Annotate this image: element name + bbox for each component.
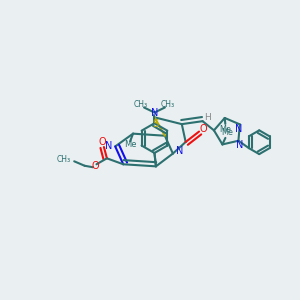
Text: N: N (235, 124, 242, 134)
Text: N: N (176, 146, 183, 156)
Text: CH₃: CH₃ (134, 100, 148, 109)
Text: CH₃: CH₃ (161, 100, 175, 109)
Text: Me: Me (219, 125, 231, 134)
Text: N: N (151, 108, 158, 118)
Text: O: O (91, 161, 99, 171)
Text: CH₃: CH₃ (57, 155, 71, 164)
Text: H: H (205, 113, 211, 122)
Text: S: S (152, 119, 158, 129)
Text: Me: Me (221, 128, 233, 137)
Text: O: O (99, 137, 106, 147)
Text: O: O (200, 124, 207, 134)
Text: Me: Me (124, 140, 136, 149)
Text: N: N (105, 141, 112, 151)
Text: N: N (236, 140, 243, 150)
